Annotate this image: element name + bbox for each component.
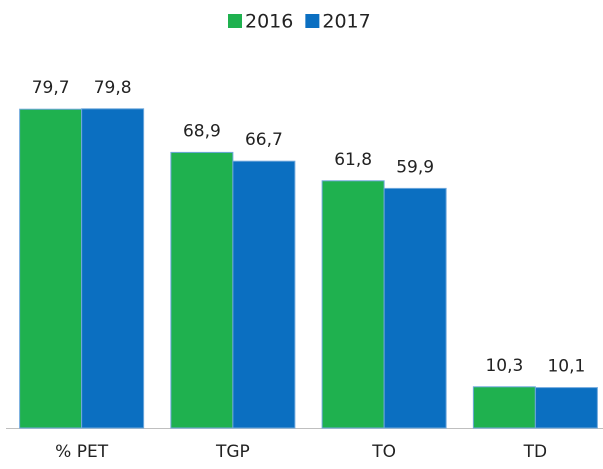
bar (19, 108, 83, 429)
bar (321, 180, 385, 429)
bar (383, 187, 447, 429)
bar (534, 387, 598, 429)
value-label: 61,8 (334, 150, 372, 170)
x-tick-label: TO (371, 442, 396, 462)
x-tick-label: % PET (55, 442, 109, 462)
bar (472, 386, 536, 429)
value-label: 79,8 (94, 78, 132, 98)
value-label: 68,9 (183, 121, 221, 141)
value-label: 10,3 (485, 356, 523, 376)
legend-swatch (305, 14, 320, 28)
x-tick-label: TD (523, 442, 547, 462)
value-label: 10,1 (547, 357, 585, 377)
value-label: 59,9 (396, 157, 434, 177)
bar (81, 108, 145, 429)
value-label: 79,7 (32, 78, 70, 98)
x-tick-label: TGP (215, 442, 250, 462)
bar (170, 151, 234, 429)
value-label: 66,7 (245, 130, 283, 150)
legend-swatch (228, 14, 242, 28)
legend-label: 2016 (245, 11, 293, 33)
bar (232, 160, 296, 429)
legend-label: 2017 (322, 11, 370, 33)
